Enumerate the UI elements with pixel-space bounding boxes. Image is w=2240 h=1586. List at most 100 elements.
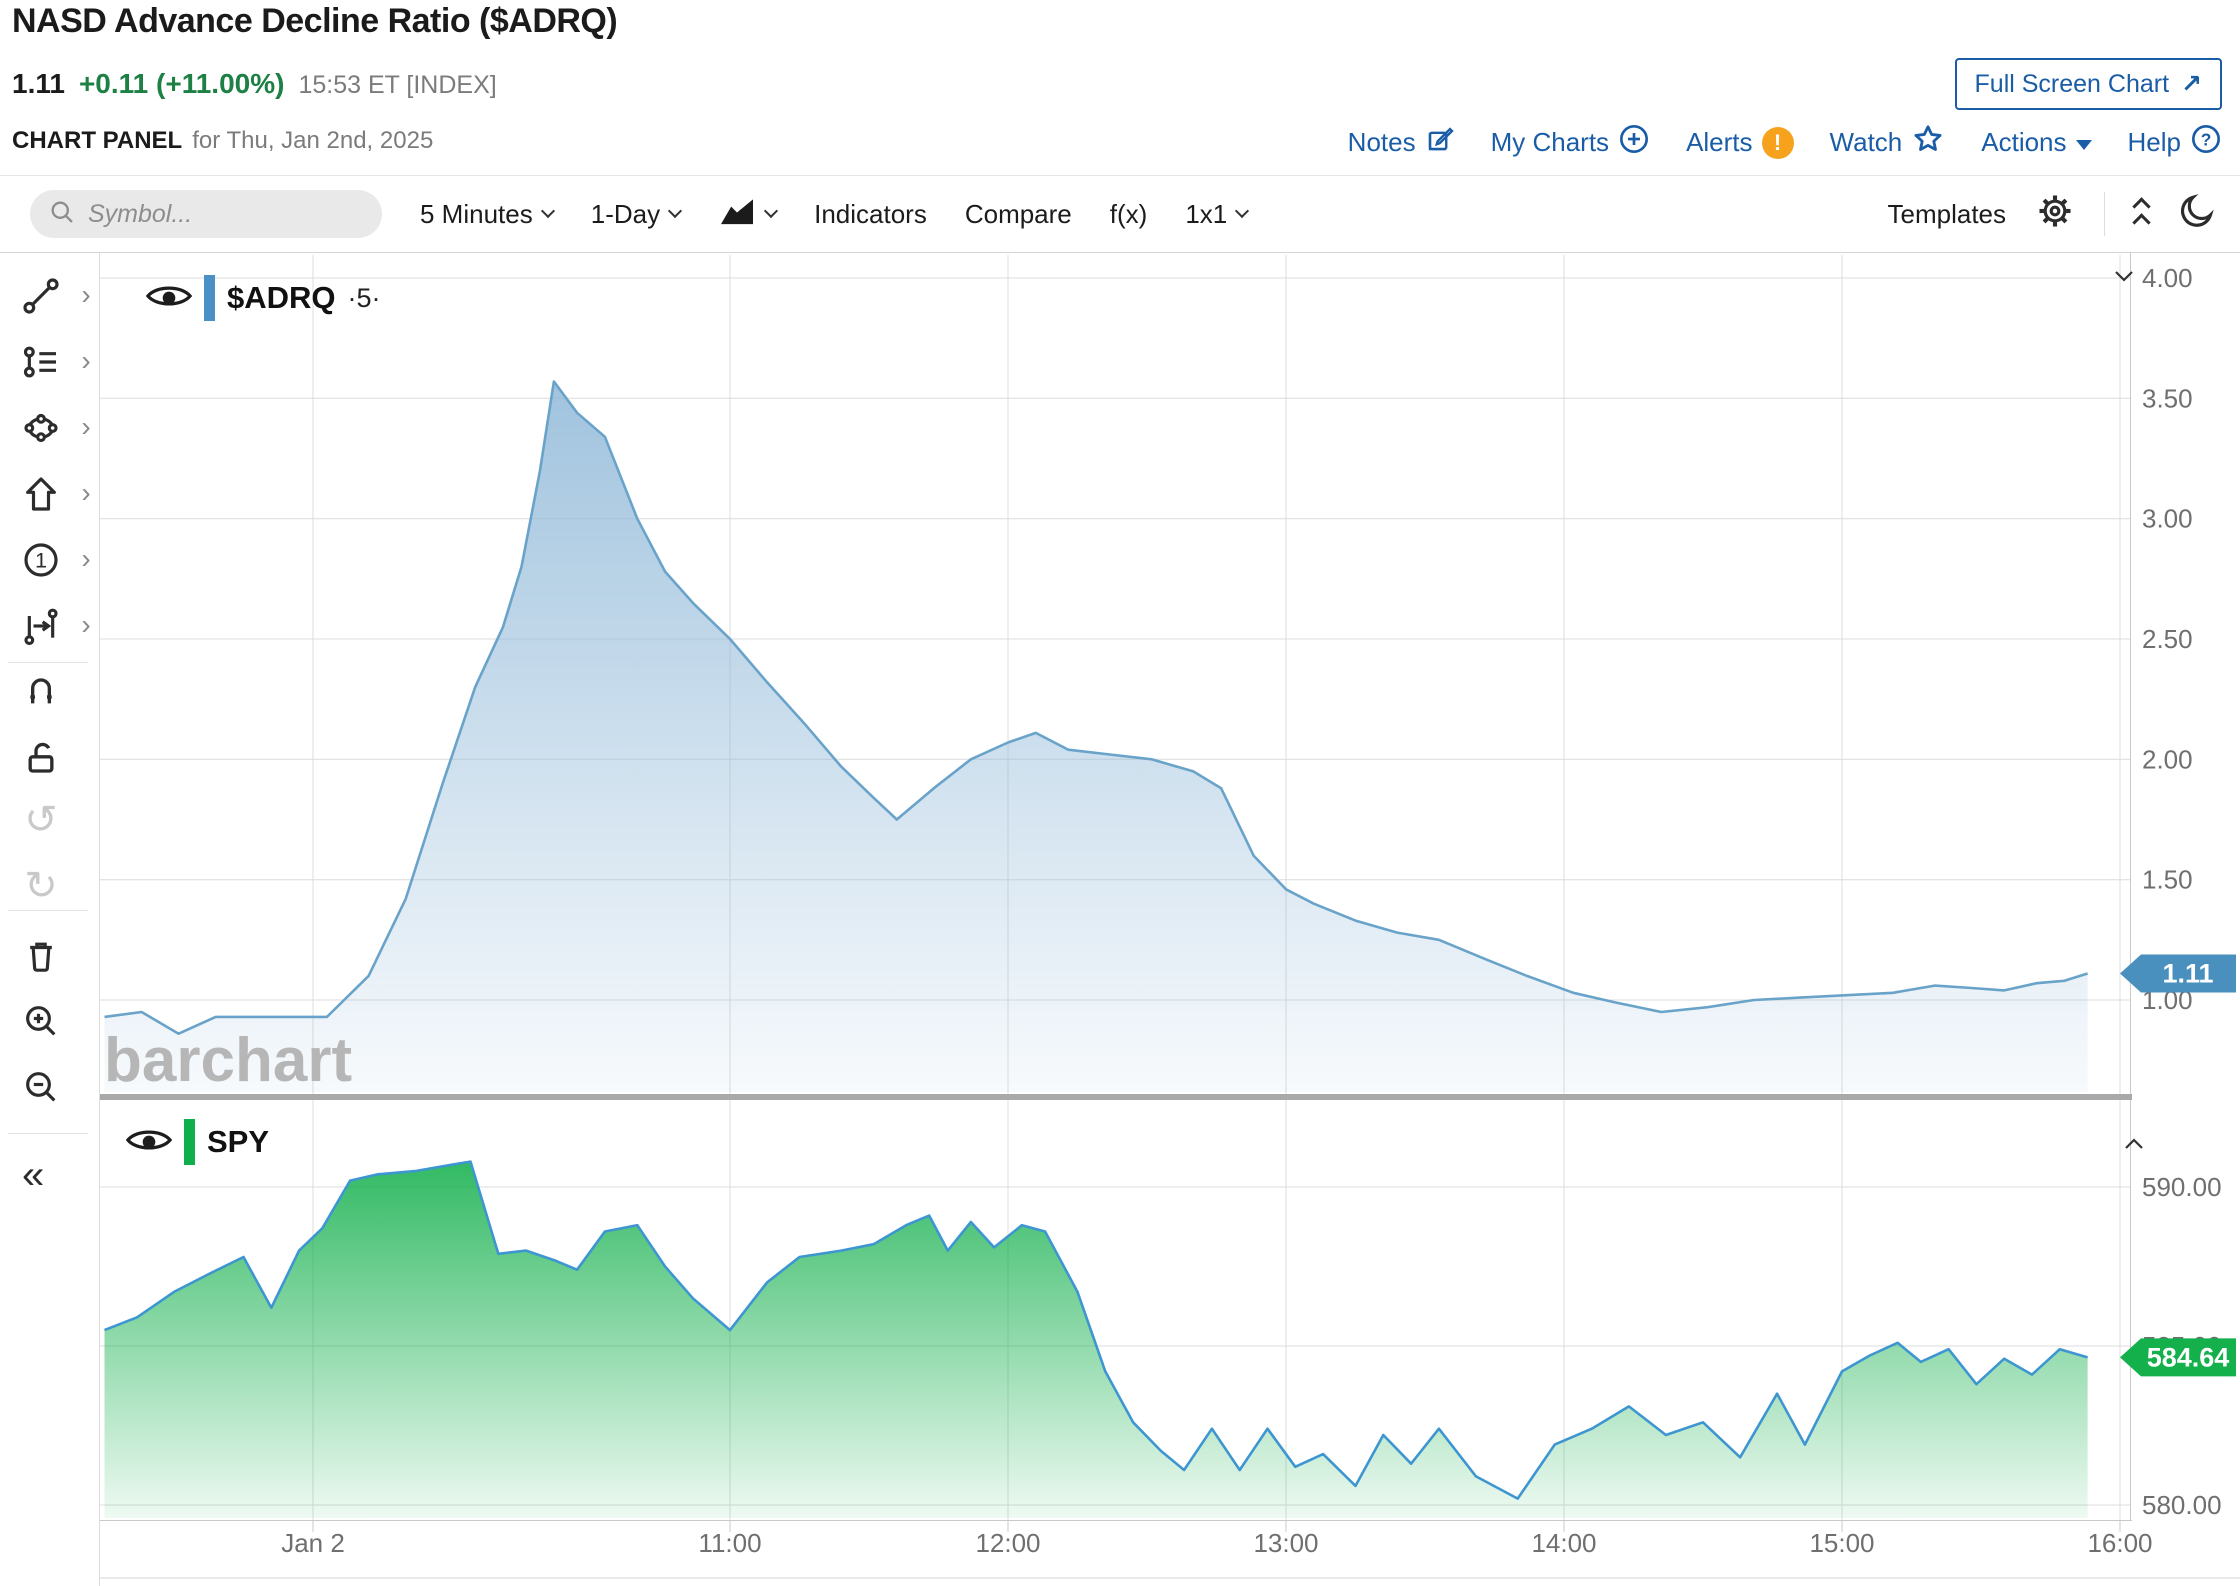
chart-panel-label: CHART PANEL (12, 127, 183, 154)
layout-label: 1x1 (1185, 198, 1228, 229)
chart-region: 4.003.503.002.502.001.501.00590.00585.00… (0, 253, 2240, 1586)
eye-icon[interactable] (125, 1124, 173, 1161)
y-axis-tick-label: 3.00 (2142, 504, 2193, 534)
shapes-tool[interactable] (14, 401, 68, 455)
x-axis-tick-label: 13:00 (1253, 1528, 1318, 1558)
range-dropdown[interactable]: 1-Day (590, 198, 683, 230)
frequency-dropdown[interactable]: 5 Minutes (420, 199, 555, 230)
series-color-bar (184, 1119, 195, 1165)
chevron-down-icon (668, 203, 683, 219)
last-price-flag: 584.64 (2120, 1338, 2236, 1377)
search-icon (48, 198, 76, 231)
arrow-tool[interactable] (14, 467, 68, 521)
area-chart-type-icon (718, 194, 756, 234)
adrq-area (104, 381, 2088, 1092)
adrq-legend[interactable]: $ADRQ ·5· (145, 275, 381, 321)
submenu-chevron-icon[interactable]: › (81, 345, 91, 376)
collapse-sidebar-button[interactable]: « (22, 1153, 45, 1197)
submenu-chevron-icon[interactable]: › (81, 543, 91, 574)
symbol-search-input[interactable] (88, 199, 364, 229)
x-axis-tick-label: 15:00 (1809, 1528, 1874, 1558)
circle-plus-icon (1618, 123, 1650, 162)
my-charts-link[interactable]: My Charts (1491, 123, 1650, 162)
chevron-down-icon (764, 203, 779, 219)
unlock-tool[interactable] (14, 729, 68, 783)
drawing-tools-sidebar: › › › › 1 › › ↺ ↻ (0, 253, 100, 1586)
notes-label: Notes (1347, 127, 1416, 157)
full-screen-chart-button[interactable]: Full Screen Chart ↗ (1954, 58, 2222, 110)
chart-panel-date: for Thu, Jan 2nd, 2025 (192, 127, 434, 154)
pane-splitter[interactable] (100, 1094, 2132, 1100)
y-axis-tick-label: 2.50 (2142, 624, 2193, 654)
price-change: +0.11 (+11.00%) (78, 68, 285, 99)
watch-link[interactable]: Watch (1830, 122, 1946, 163)
magnet-tool[interactable] (14, 663, 68, 717)
x-axis-tick-label: 14:00 (1531, 1528, 1596, 1558)
trend-line-tool[interactable] (14, 269, 68, 323)
price-chart[interactable]: 4.003.503.002.502.001.501.00590.00585.00… (0, 253, 2240, 1586)
alerts-label: Alerts (1686, 127, 1753, 157)
quote-row: 1.11 +0.11 (+11.00%) 15:53 ET [INDEX] (12, 68, 497, 100)
moon-icon (2178, 192, 2216, 237)
chevron-down-icon (1235, 203, 1250, 219)
chart-toolbar: 5 Minutes 1-Day Indicators Compare f(x) … (0, 176, 2240, 253)
chart-type-dropdown[interactable] (718, 194, 779, 234)
spy-legend[interactable]: SPY (125, 1119, 269, 1165)
submenu-chevron-icon[interactable]: › (81, 411, 91, 442)
svg-text:1.11: 1.11 (2162, 959, 2213, 989)
measure-tool[interactable] (14, 599, 68, 653)
undo-icon: ↺ (24, 798, 58, 842)
indicators-label: Indicators (814, 198, 927, 229)
spy-area (104, 1161, 2088, 1518)
indicators-button[interactable]: Indicators (814, 199, 927, 230)
series-period-badge: ·5· (347, 282, 381, 313)
actions-dropdown[interactable]: Actions (1981, 127, 2092, 158)
compare-button[interactable]: Compare (965, 199, 1072, 230)
chevron-down-icon (540, 203, 555, 219)
x-axis-tick-label: Jan 2 (281, 1528, 345, 1558)
templates-button[interactable]: Templates (1888, 199, 2007, 230)
submenu-chevron-icon[interactable]: › (81, 609, 91, 640)
numbered-annotation-tool[interactable]: 1 (14, 533, 68, 587)
y-axis-tick-label: 580.00 (2142, 1490, 2222, 1520)
tools-separator (8, 910, 88, 911)
fibonacci-tool[interactable] (14, 335, 68, 389)
barchart-watermark: barchart (104, 1026, 353, 1095)
notes-link[interactable]: Notes (1348, 124, 1455, 161)
functions-button[interactable]: f(x) (1110, 199, 1148, 230)
dark-mode-button[interactable] (2178, 192, 2216, 237)
zoom-out-button[interactable] (14, 1060, 68, 1114)
settings-gear-button[interactable] (2036, 192, 2074, 237)
tools-separator (8, 662, 88, 663)
submenu-chevron-icon[interactable]: › (81, 279, 91, 310)
series-color-bar (204, 275, 215, 321)
symbol-search[interactable] (30, 190, 382, 238)
series-symbol: $ADRQ (227, 280, 336, 315)
pane-expand-chevron-icon[interactable] (2125, 1138, 2143, 1149)
x-axis-tick-label: 11:00 (698, 1528, 761, 1558)
zoom-in-button[interactable] (14, 994, 68, 1048)
redo-button[interactable]: ↻ (14, 859, 68, 913)
delete-drawings-button[interactable] (14, 928, 68, 982)
fx-label: f(x) (1109, 198, 1148, 229)
y-axis-tick-label: 4.00 (2142, 263, 2193, 293)
help-icon: ? (2190, 123, 2222, 162)
svg-text:?: ? (2201, 130, 2212, 150)
pane-collapse-chevron-icon[interactable] (2115, 271, 2133, 282)
eye-icon[interactable] (145, 280, 193, 317)
submenu-chevron-icon[interactable]: › (81, 477, 91, 508)
last-price-flag: 1.11 (2120, 954, 2236, 993)
templates-label: Templates (1887, 198, 2007, 229)
external-arrow-icon: ↗ (2181, 70, 2202, 98)
my-charts-label: My Charts (1490, 127, 1610, 157)
alerts-link[interactable]: Alerts ! (1686, 126, 1794, 159)
help-label: Help (2127, 127, 2181, 157)
layout-dropdown[interactable]: 1x1 (1185, 198, 1250, 230)
range-label: 1-Day (590, 198, 661, 229)
gear-icon (2036, 192, 2074, 237)
toolbar-divider (2104, 192, 2105, 236)
undo-button[interactable]: ↺ (14, 793, 68, 847)
collapse-toolbar-button[interactable] (2132, 196, 2151, 232)
help-link[interactable]: Help ? (2128, 123, 2222, 162)
